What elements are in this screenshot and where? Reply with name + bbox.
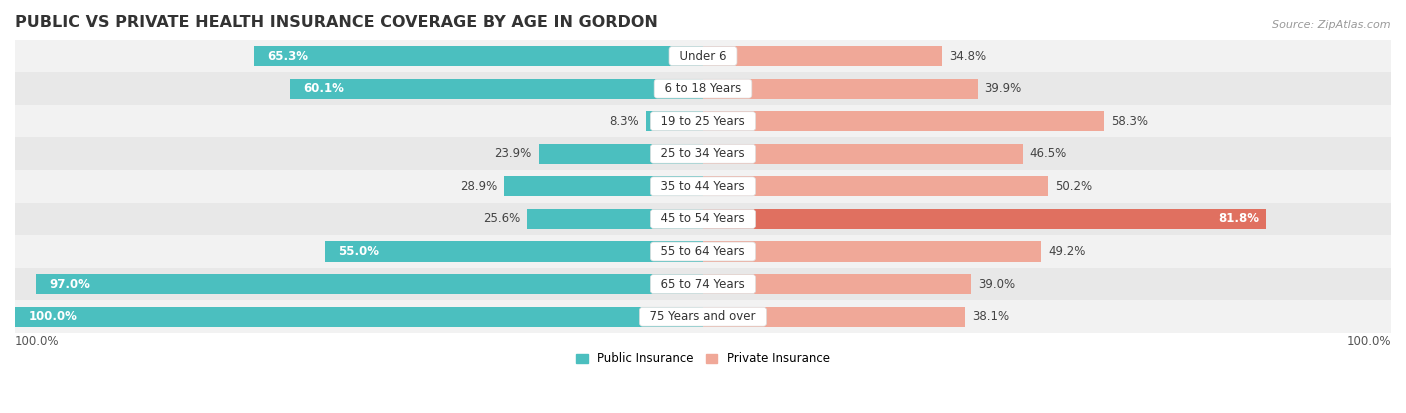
Text: 28.9%: 28.9%: [460, 180, 498, 193]
Bar: [703, 274, 972, 294]
Legend: Public Insurance, Private Insurance: Public Insurance, Private Insurance: [571, 348, 835, 370]
Bar: [645, 111, 703, 131]
Bar: [15, 306, 703, 327]
Bar: [15, 235, 1391, 268]
Text: 100.0%: 100.0%: [28, 310, 77, 323]
Bar: [703, 111, 1104, 131]
Bar: [15, 203, 1391, 235]
Text: 97.0%: 97.0%: [49, 278, 90, 291]
Bar: [15, 268, 1391, 300]
Bar: [325, 242, 703, 261]
Bar: [15, 138, 1391, 170]
Bar: [703, 46, 942, 66]
Text: 75 Years and over: 75 Years and over: [643, 310, 763, 323]
Text: 35 to 44 Years: 35 to 44 Years: [654, 180, 752, 193]
Bar: [15, 170, 1391, 203]
Text: 100.0%: 100.0%: [1347, 335, 1391, 348]
Text: 25 to 34 Years: 25 to 34 Years: [654, 147, 752, 160]
Bar: [703, 144, 1024, 164]
Bar: [703, 209, 1265, 229]
Bar: [505, 176, 703, 197]
Bar: [253, 46, 703, 66]
Bar: [703, 242, 1042, 261]
Bar: [15, 300, 1391, 333]
Text: PUBLIC VS PRIVATE HEALTH INSURANCE COVERAGE BY AGE IN GORDON: PUBLIC VS PRIVATE HEALTH INSURANCE COVER…: [15, 15, 658, 30]
Bar: [703, 78, 977, 99]
Bar: [538, 144, 703, 164]
Text: 58.3%: 58.3%: [1111, 115, 1147, 128]
Text: 65.3%: 65.3%: [267, 50, 308, 62]
Bar: [15, 105, 1391, 138]
Text: 8.3%: 8.3%: [609, 115, 638, 128]
Bar: [703, 176, 1049, 197]
Text: 38.1%: 38.1%: [972, 310, 1010, 323]
Bar: [527, 209, 703, 229]
Text: 50.2%: 50.2%: [1056, 180, 1092, 193]
Text: 45 to 54 Years: 45 to 54 Years: [654, 212, 752, 225]
Text: 55.0%: 55.0%: [339, 245, 380, 258]
Text: 81.8%: 81.8%: [1218, 212, 1258, 225]
Text: 100.0%: 100.0%: [15, 335, 59, 348]
Bar: [35, 274, 703, 294]
Text: 34.8%: 34.8%: [949, 50, 987, 62]
Text: 39.9%: 39.9%: [984, 82, 1022, 95]
Bar: [703, 306, 965, 327]
Text: 49.2%: 49.2%: [1049, 245, 1085, 258]
Text: 65 to 74 Years: 65 to 74 Years: [654, 278, 752, 291]
Text: 46.5%: 46.5%: [1029, 147, 1067, 160]
Text: 23.9%: 23.9%: [495, 147, 531, 160]
Text: 39.0%: 39.0%: [979, 278, 1015, 291]
Bar: [290, 78, 703, 99]
Text: 6 to 18 Years: 6 to 18 Years: [657, 82, 749, 95]
Text: 60.1%: 60.1%: [304, 82, 344, 95]
Text: Source: ZipAtlas.com: Source: ZipAtlas.com: [1272, 20, 1391, 30]
Text: 19 to 25 Years: 19 to 25 Years: [654, 115, 752, 128]
Bar: [15, 72, 1391, 105]
Text: Under 6: Under 6: [672, 50, 734, 62]
Bar: [15, 40, 1391, 72]
Text: 25.6%: 25.6%: [482, 212, 520, 225]
Text: 55 to 64 Years: 55 to 64 Years: [654, 245, 752, 258]
